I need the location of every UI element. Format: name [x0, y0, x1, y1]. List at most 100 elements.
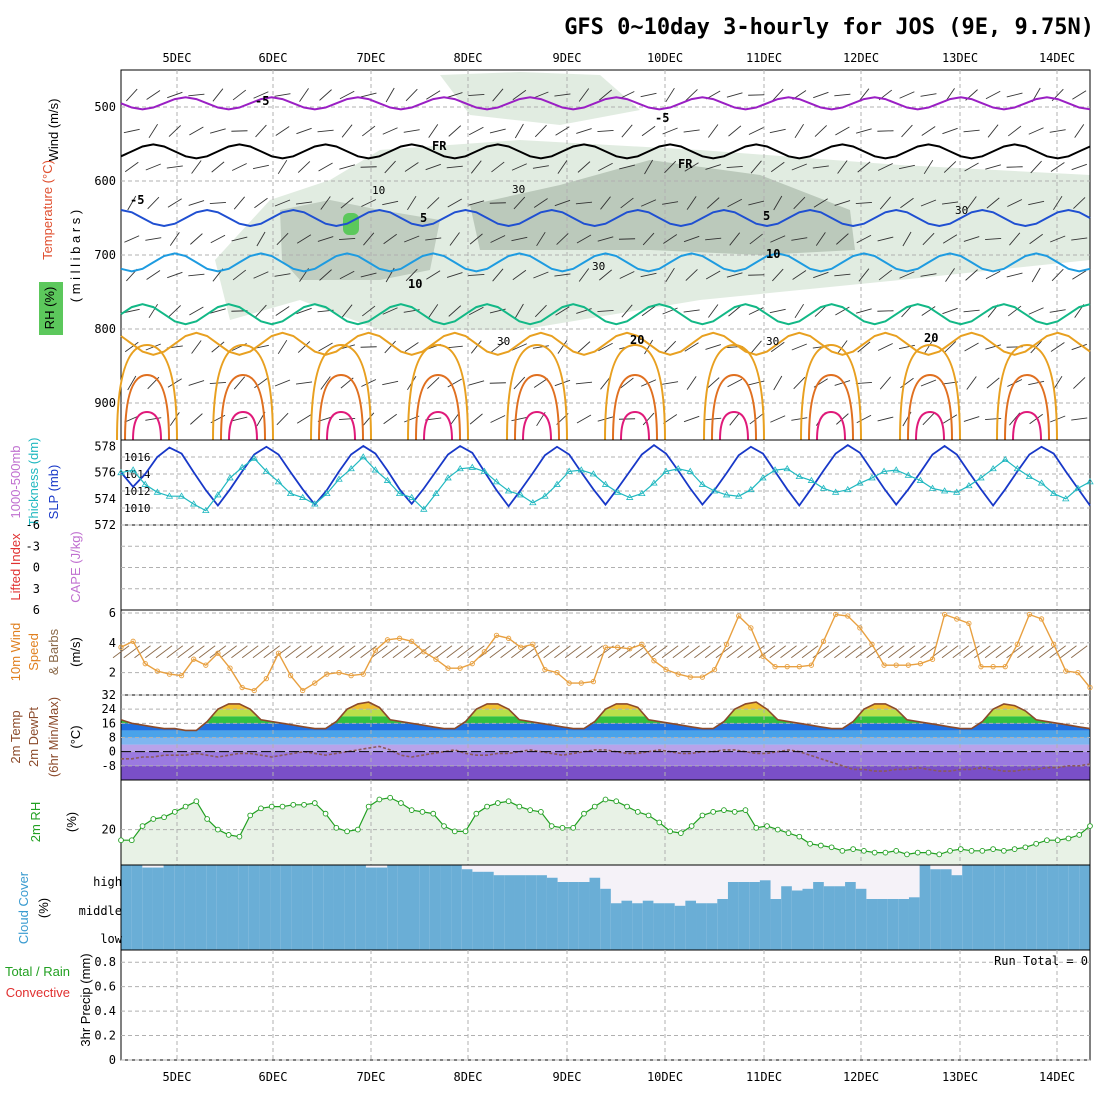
- wind-barb: [727, 198, 743, 208]
- thickness-point: [601, 480, 610, 487]
- wind-barb: [146, 270, 161, 280]
- wind-barb: [576, 414, 592, 424]
- wind-barb: [836, 233, 849, 245]
- wind-barb-10m: [769, 645, 787, 659]
- rh-legend-swatch: [39, 282, 63, 335]
- cloud-cover-cell: [919, 865, 931, 950]
- thickness-point: [795, 472, 804, 480]
- wind-barb: [963, 309, 980, 313]
- bottom-date-tick: 7DEC: [357, 1070, 386, 1084]
- cloud-cover-cell: [951, 875, 963, 950]
- isotherm-label: 20: [924, 331, 938, 345]
- wind-barb: [425, 237, 442, 241]
- wind-barb: [1073, 197, 1086, 209]
- wind-speed-point: [675, 671, 681, 677]
- thickness-point: [662, 467, 670, 474]
- wind-barb: [511, 163, 527, 171]
- cloud-cover-cell: [632, 903, 644, 950]
- wind-barb: [123, 128, 140, 134]
- cloud-cover-cell: [397, 865, 410, 950]
- warm-hump: [310, 343, 372, 441]
- wind-barb: [685, 89, 698, 101]
- warm-hump: [326, 410, 356, 441]
- wind-speed-point: [251, 687, 257, 694]
- cloud-cover-cell: [749, 882, 761, 950]
- wind-speed-tick: 4: [109, 636, 116, 650]
- warm-hump: [703, 343, 765, 441]
- wind-barb: [834, 200, 851, 206]
- thickness-point: [904, 471, 913, 478]
- wind-speed-point: [796, 664, 802, 670]
- warm-hump: [228, 410, 258, 441]
- thickness-point: [468, 463, 476, 470]
- wind-barb: [426, 270, 441, 280]
- cloud-cover-cell: [333, 865, 346, 950]
- thickness-tick: 572: [94, 518, 116, 532]
- wind-barb: [403, 129, 420, 133]
- wind-speed-point: [469, 661, 475, 667]
- wind-barb: [490, 415, 506, 423]
- cloud-axis-label: Cloud Cover: [16, 871, 31, 944]
- wind-barb: [728, 305, 742, 317]
- wind-speed-point: [929, 656, 936, 662]
- thickness-point: [383, 476, 392, 483]
- precip-tick: 0.2: [94, 1029, 116, 1043]
- wind-speed-point: [566, 680, 572, 686]
- wind-barb: [577, 161, 591, 173]
- wind-speed-point: [239, 684, 245, 691]
- rh-contour-label: 30: [512, 183, 525, 196]
- isotherm-label: 10: [408, 277, 422, 291]
- wind-barb: [405, 268, 418, 282]
- wind-barb-10m: [974, 645, 991, 659]
- wind-barb: [748, 200, 765, 206]
- temperature-axis-label: Temperature (°C): [40, 160, 55, 260]
- wind-speed-point: [845, 613, 851, 619]
- wind-speed-point: [433, 656, 439, 662]
- thickness-point: [1062, 495, 1070, 502]
- cloud-cover-cell: [706, 903, 718, 950]
- wind-barb: [1050, 235, 1066, 243]
- wind-barb: [191, 160, 202, 174]
- wind-barb: [363, 412, 375, 426]
- wind-barb: [557, 160, 568, 174]
- cloud-cover-cell: [451, 865, 463, 950]
- wind-speed-point: [857, 625, 863, 631]
- wind-barb-10m: [209, 645, 227, 659]
- precip-panel: 0 0.2 0.4 0.6 0.8 Run Total = 0 Total / Rain Co…: [5, 949, 1091, 1067]
- wind-barb: [748, 307, 764, 315]
- cloud-cover-cell: [855, 888, 867, 950]
- thickness-tick: 578: [94, 440, 116, 454]
- wind-barb: [492, 268, 504, 282]
- lifted-index-tick: 6: [33, 603, 40, 617]
- wind-barb-10m: [500, 645, 517, 659]
- warm-hump: [612, 373, 658, 441]
- wind-barb: [683, 415, 700, 423]
- rh2m-point: [311, 800, 318, 806]
- wind-barb: [772, 88, 784, 102]
- slp-tick: 1016: [124, 451, 151, 464]
- wind-barb-10m: [403, 645, 420, 659]
- wind-barb-10m: [220, 645, 237, 659]
- wind-barb: [554, 199, 571, 207]
- wind-barb: [794, 303, 804, 319]
- thickness-tick: 576: [94, 466, 116, 480]
- wind-barb: [942, 307, 958, 315]
- wind-speed-point: [1038, 616, 1045, 622]
- wind-speed-tick: 2: [109, 666, 116, 680]
- rh2m-point: [441, 823, 447, 829]
- wind-barb: [900, 377, 914, 389]
- wind-barb: [899, 271, 915, 279]
- cloud-cover-cell: [1004, 865, 1016, 950]
- rh2m-point: [247, 812, 254, 819]
- thickness-point: [347, 464, 355, 472]
- thickness-point: [577, 466, 585, 473]
- wind-barb: [317, 236, 334, 242]
- wind-speed-point: [166, 671, 173, 677]
- thickness-point: [1037, 479, 1046, 486]
- thickness-point: [553, 480, 561, 487]
- wind-axis-label: Wind (m/s): [46, 99, 61, 162]
- wind-barb: [1028, 307, 1044, 315]
- wind-barb: [578, 88, 590, 102]
- wind-barb-10m: [1038, 645, 1056, 659]
